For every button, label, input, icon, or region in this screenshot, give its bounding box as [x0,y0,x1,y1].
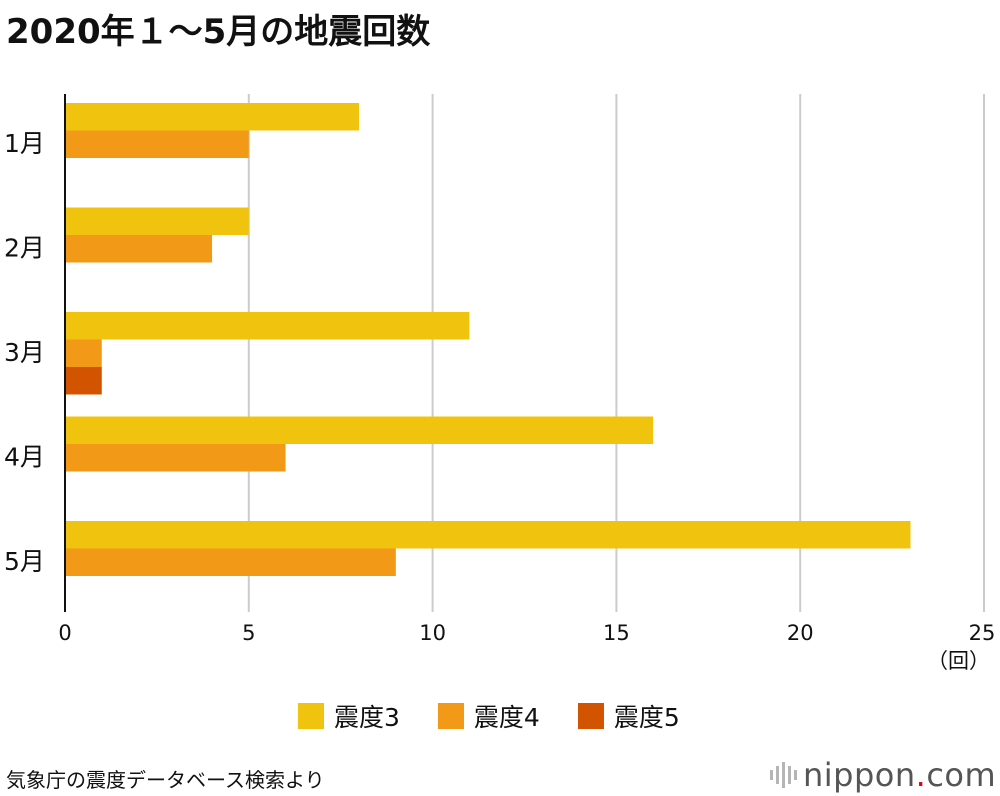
category-labels: 1月 2月 3月 4月 5月 [4,129,45,576]
source-note: 気象庁の震度データベース検索より [6,768,325,792]
x-tick-label-20: 20 [787,621,814,645]
legend-item-1: 震度3 [298,698,400,734]
logo-text: nippon.com [803,756,997,794]
nippon-logo: nippon.com [770,756,996,794]
category-label-5: 5月 [4,547,45,576]
x-tick-label-0: 0 [58,621,71,645]
category-label-3: 3月 [4,338,45,367]
bar-4-2 [65,444,286,472]
bar-2-1 [65,207,249,235]
bar-4-1 [65,416,654,444]
x-tick-labels: 0 5 10 15 20 25 [58,621,995,645]
logo-mark-icon [770,762,797,788]
bar-chart: 0 5 10 15 20 25 1月 2月 3月 4月 5月 （回） [4,94,995,673]
legend: 震度3 震度4 震度5 [298,698,680,734]
x-axis-unit: （回） [927,649,990,673]
x-tick-label-10: 10 [419,621,446,645]
bar-3-2 [65,339,102,367]
bar-1-1 [65,103,360,131]
category-label-2: 2月 [4,234,45,263]
category-label-1: 1月 [4,129,45,158]
x-tick-label-5: 5 [242,621,255,645]
bar-5-2 [65,548,396,576]
x-tick-label-15: 15 [603,621,630,645]
legend-item-2: 震度4 [437,698,540,734]
bars [65,103,911,576]
legend-swatch-1 [298,703,324,729]
chart-title: 2020年１〜5月の地震回数 [6,12,431,52]
legend-item-3: 震度5 [577,698,680,734]
x-tick-label-25: 25 [969,621,996,645]
bar-3-3 [65,367,102,395]
bar-1-2 [65,130,249,158]
bar-2-2 [65,235,213,263]
legend-label-2: 震度4 [473,703,540,732]
bar-3-1 [65,312,470,340]
category-label-4: 4月 [4,443,45,472]
legend-label-1: 震度3 [334,703,400,732]
legend-swatch-2 [437,703,464,729]
bar-5-1 [65,521,911,549]
legend-swatch-3 [577,703,604,729]
legend-label-3: 震度5 [613,703,680,732]
